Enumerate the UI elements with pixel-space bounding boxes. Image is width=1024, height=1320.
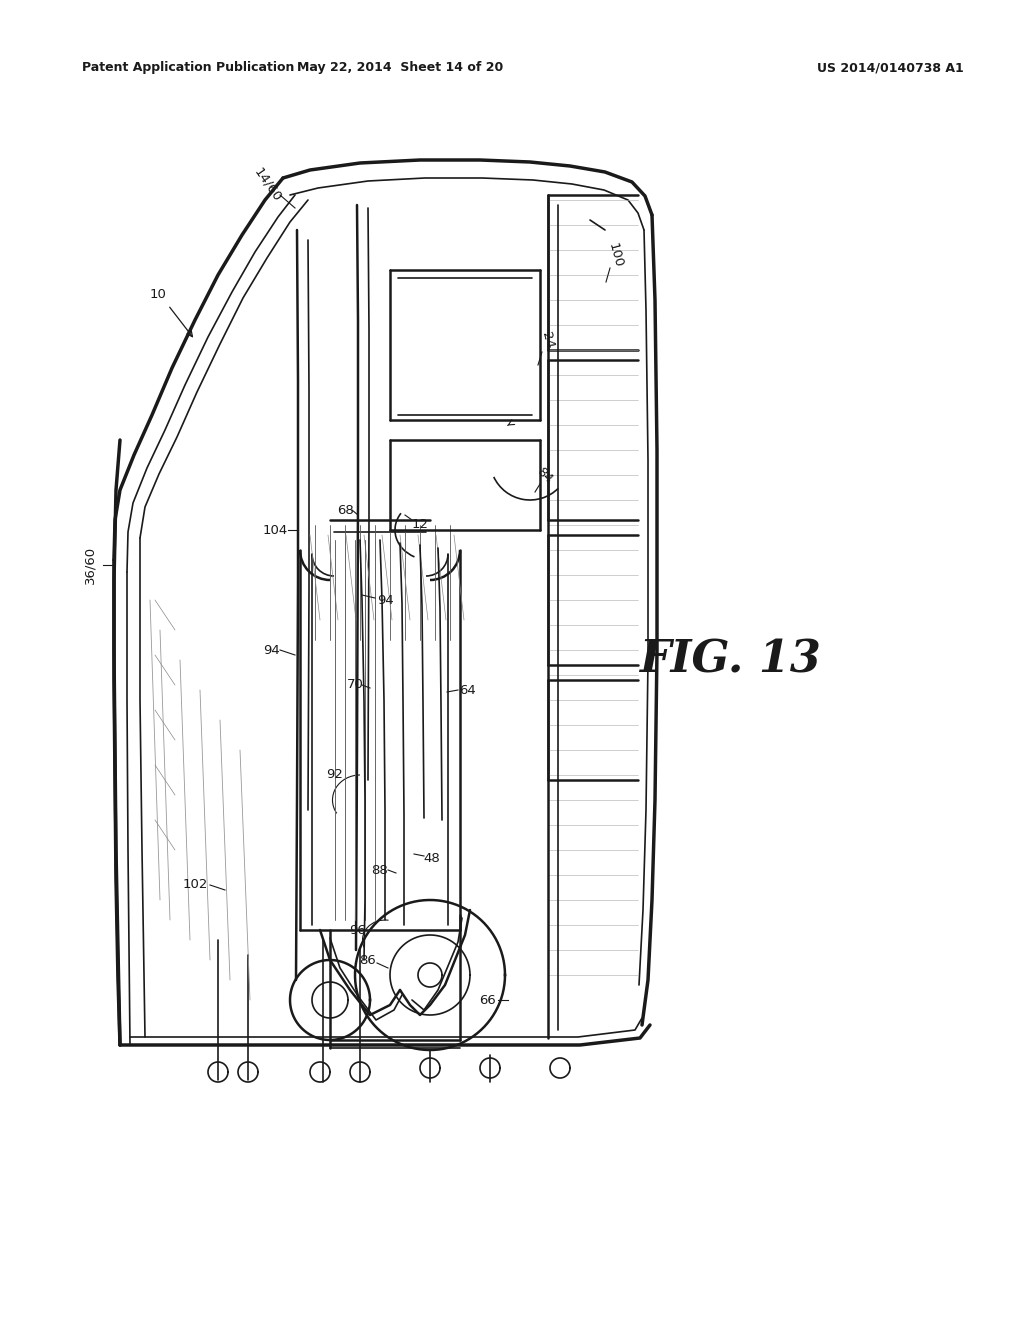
Text: 70: 70 bbox=[346, 678, 364, 692]
Text: 86: 86 bbox=[359, 953, 377, 966]
Text: 66: 66 bbox=[479, 994, 497, 1006]
Text: 94: 94 bbox=[263, 644, 281, 656]
Text: 94: 94 bbox=[377, 594, 393, 606]
Text: 68: 68 bbox=[337, 503, 353, 516]
Text: 24: 24 bbox=[540, 330, 556, 350]
Text: May 22, 2014  Sheet 14 of 20: May 22, 2014 Sheet 14 of 20 bbox=[297, 62, 503, 74]
Text: 12: 12 bbox=[412, 519, 428, 532]
Text: 88: 88 bbox=[372, 863, 388, 876]
Text: 48: 48 bbox=[424, 851, 440, 865]
Text: 92: 92 bbox=[327, 768, 343, 781]
Text: FIG. 13: FIG. 13 bbox=[639, 639, 821, 681]
Text: 84: 84 bbox=[535, 465, 555, 486]
Text: 96: 96 bbox=[349, 924, 367, 936]
Text: Patent Application Publication: Patent Application Publication bbox=[82, 62, 294, 74]
Text: 14/60: 14/60 bbox=[252, 165, 285, 205]
Text: 36/60: 36/60 bbox=[84, 546, 96, 583]
Text: US 2014/0140738 A1: US 2014/0140738 A1 bbox=[816, 62, 964, 74]
Text: 104: 104 bbox=[262, 524, 288, 536]
Text: 64: 64 bbox=[460, 684, 476, 697]
Text: 100: 100 bbox=[605, 242, 625, 269]
Text: 10: 10 bbox=[150, 289, 167, 301]
Text: 102: 102 bbox=[182, 879, 208, 891]
